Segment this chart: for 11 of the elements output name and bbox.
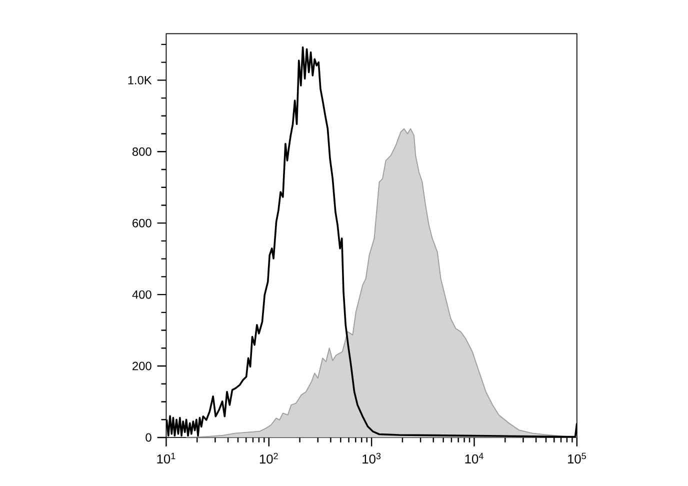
x-tick-label: 10$^{4}$ xyxy=(465,452,484,464)
y-tick-label: 1.0K xyxy=(128,76,152,84)
y-tick-label: 600 xyxy=(132,218,152,228)
y-tick-label: 400 xyxy=(132,290,152,299)
y-tick-label: 200 xyxy=(132,362,152,370)
x-tick-label: 10$^{2}$ xyxy=(260,452,278,464)
x-tick-label: 10$^{5}$ xyxy=(568,452,586,464)
x-tick-label: 10$^{1}$ xyxy=(157,452,176,464)
x-tick-label: 10$^{3}$ xyxy=(362,452,381,464)
y-tick-label: 0 xyxy=(146,433,152,442)
y-tick-label: 800 xyxy=(132,147,152,156)
